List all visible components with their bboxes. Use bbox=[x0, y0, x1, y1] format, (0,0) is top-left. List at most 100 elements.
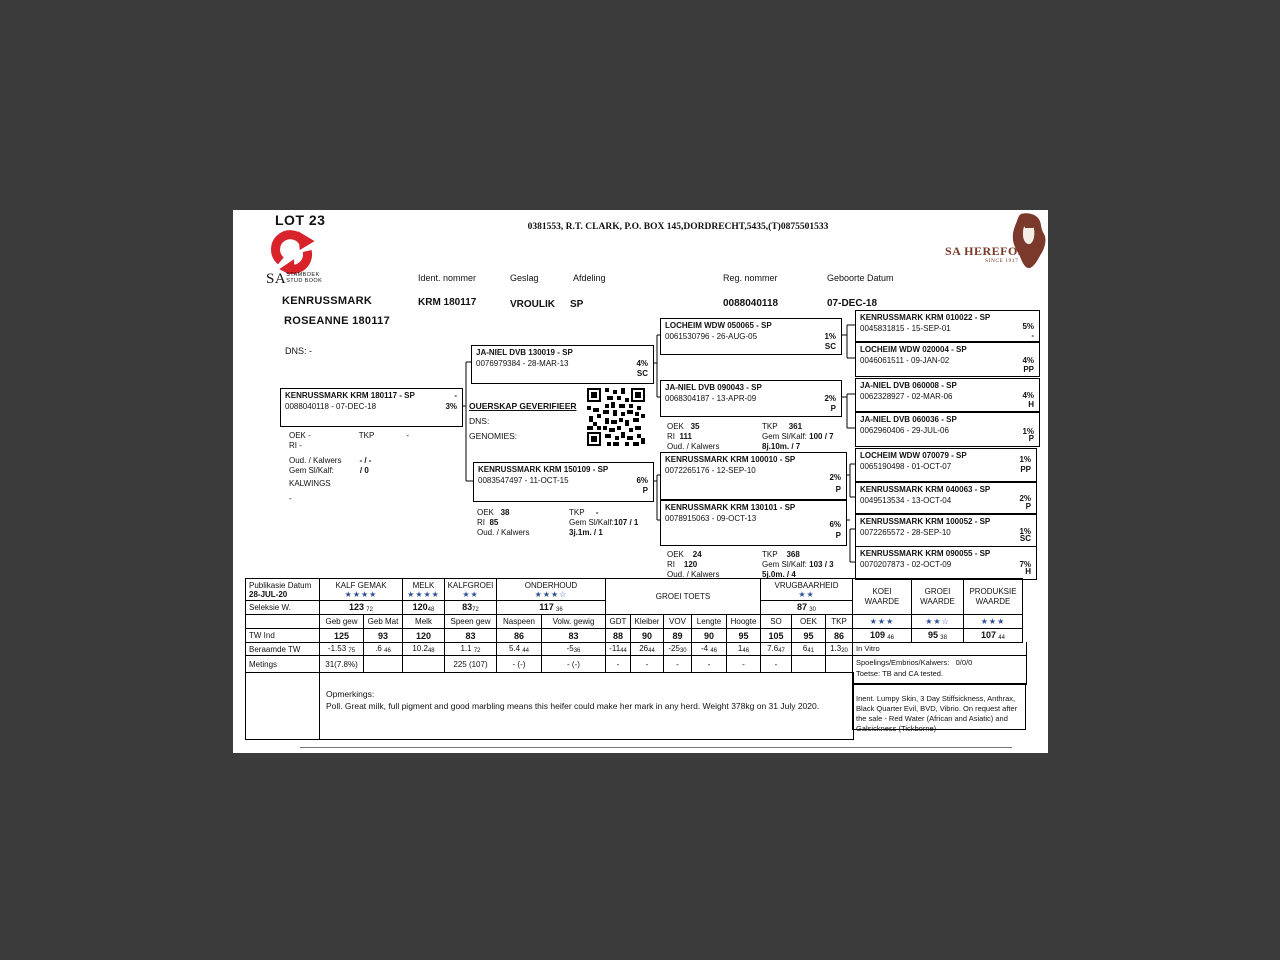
group-onderhoud: ONDERHOUD ★★★☆ bbox=[496, 578, 606, 601]
group-label: MELK bbox=[412, 580, 435, 590]
inbreeding-pct: 4% bbox=[1022, 356, 1034, 365]
tkp-label: TKP bbox=[569, 508, 585, 517]
tkp-value: 368 bbox=[786, 550, 800, 559]
horn-status: SC bbox=[1019, 534, 1031, 543]
spoelings-box: Spoelings/Embrios/Kalwers: 0/0/0 Toetse:… bbox=[852, 655, 1027, 685]
metings-label: Metings bbox=[245, 655, 320, 673]
animal-reg: 0061530796 - 26-AUG-05 bbox=[665, 332, 758, 341]
animal-reg: 0065190498 - 01-OCT-07 bbox=[860, 462, 952, 471]
footer-rule bbox=[300, 747, 1012, 748]
animal-name: JA-NIEL DVB 060008 - SP bbox=[860, 381, 957, 390]
beraamde-value: -4 46 bbox=[691, 642, 727, 656]
beraamde-value: 641 bbox=[791, 642, 826, 656]
pedigree-box-gen4-4: JA-NIEL DVB 060036 - SP 0062960406 - 29-… bbox=[855, 412, 1040, 447]
group-kalf-gemak: KALF GEMAK ★★★★ bbox=[319, 578, 403, 601]
afdeling-label: Afdeling bbox=[573, 273, 606, 283]
horn-status: P bbox=[1025, 502, 1031, 511]
animal-name: KENRUSSMARK KRM 100010 - SP bbox=[665, 455, 796, 464]
reg-nommer-label: Reg. nommer bbox=[723, 273, 778, 283]
col-header: Lengte bbox=[691, 614, 727, 629]
beraamde-value: -1.53 75 bbox=[319, 642, 364, 656]
twind-value: 93 bbox=[363, 628, 403, 643]
seleksie-value: 117 bbox=[539, 602, 554, 612]
geboorte-datum-label: Geboorte Datum bbox=[827, 273, 894, 283]
star-rating: ★★★☆ bbox=[534, 589, 568, 599]
koei-waarde-value: 109 46 bbox=[852, 628, 912, 643]
animal-name: LOCHEIM WDW 050065 - SP bbox=[665, 321, 772, 330]
tkp-label: TKP bbox=[762, 550, 778, 559]
inbreeding-pct: 4% bbox=[636, 359, 648, 368]
metings-value bbox=[363, 655, 403, 673]
seleksie-melk: 12048 bbox=[402, 600, 445, 615]
col-header: OEK bbox=[791, 614, 826, 629]
twind-value: 125 bbox=[319, 628, 364, 643]
spoelings-value: 0/0/0 bbox=[955, 658, 973, 667]
group-melk: MELK ★★★★ bbox=[402, 578, 445, 601]
inbreeding-pct: 4% bbox=[1022, 391, 1034, 400]
col-header: Kleiber bbox=[630, 614, 664, 629]
reg-nommer-value: 0088040118 bbox=[723, 298, 779, 309]
animal-reg: 0078915063 - 09-OCT-13 bbox=[665, 514, 757, 523]
group-label: VRUGBAARHEID bbox=[774, 580, 839, 590]
geslag-value: VROULIK bbox=[510, 299, 555, 310]
twind-value: 86 bbox=[496, 628, 542, 643]
oek-value: 38 bbox=[500, 508, 510, 517]
sa-logo-sa: SA bbox=[266, 271, 287, 287]
twind-label: TW Ind bbox=[245, 628, 320, 643]
oek-label: OEK - bbox=[289, 431, 311, 440]
inbreeding-pct: 1% bbox=[1022, 427, 1034, 436]
twind-value: 88 bbox=[605, 628, 631, 643]
horn-status: P bbox=[830, 404, 836, 413]
seleksie-vrugbaarheid: 87 30 bbox=[760, 600, 853, 615]
dns-line: DNS: - bbox=[285, 346, 312, 356]
col-header: Volw. gewig bbox=[541, 614, 606, 629]
hereford-africa-icon bbox=[1012, 213, 1046, 269]
metings-value: - bbox=[760, 655, 792, 673]
pedigree-connector-lines bbox=[460, 324, 855, 563]
oud-value: - / - bbox=[359, 456, 372, 465]
seleksie-value: 87 bbox=[797, 602, 808, 612]
inent-text: Inent. Lumpy Skin, 3 Day Stiffsickness, … bbox=[856, 694, 1018, 734]
pedigree-box-gen4-3: JA-NIEL DVB 060008 - SP 0062328927 - 02-… bbox=[855, 378, 1040, 412]
col-header: Melk bbox=[402, 614, 445, 629]
twind-value: 90 bbox=[691, 628, 727, 643]
inbreeding-pct: 6% bbox=[636, 476, 648, 485]
gem-value: / 0 bbox=[359, 466, 369, 475]
ri-value: 85 bbox=[489, 518, 499, 527]
animal-reg: 0046061511 - 09-JAN-02 bbox=[860, 356, 950, 365]
gem-label: Gem Sl/Kalf: bbox=[762, 432, 807, 441]
pedigree-box-sire: JA-NIEL DVB 130019 - SP 0076979384 - 28-… bbox=[471, 345, 654, 384]
sa-stamboek-logo-icon bbox=[269, 228, 319, 274]
remarks-divider bbox=[319, 673, 320, 739]
animal-name: JA-NIEL DVB 060036 - SP bbox=[860, 415, 957, 424]
horn-status: P bbox=[1028, 434, 1034, 443]
metings-value: - bbox=[630, 655, 664, 673]
seleksie-value: 83 bbox=[462, 602, 473, 612]
horn-status: SC bbox=[824, 342, 836, 351]
col-header: SO bbox=[760, 614, 792, 629]
star-rating: ★★★ bbox=[852, 614, 912, 629]
oek-label: OEK bbox=[667, 550, 684, 559]
seleksie-value: 123 bbox=[349, 602, 365, 612]
group-label: ONDERHOUD bbox=[524, 580, 578, 590]
animal-reg: 0072265572 - 28-SEP-10 bbox=[860, 528, 951, 537]
pedigree-box-gen4-5: LOCHEIM WDW 070079 - SP 0065190498 - 01-… bbox=[855, 448, 1037, 482]
ident-nommer-label: Ident. nommer bbox=[418, 273, 477, 283]
inbreeding-pct: 2% bbox=[824, 394, 836, 403]
animal-reg: 0049513534 - 13-OCT-04 bbox=[860, 496, 952, 505]
horn-status: PP bbox=[1023, 365, 1034, 374]
beraamde-value: 146 bbox=[726, 642, 761, 656]
col-header: TKP bbox=[825, 614, 853, 629]
animal-reg: 0068304187 - 13-APR-09 bbox=[665, 394, 757, 403]
horn-status: H bbox=[1028, 400, 1034, 409]
oud-label: Oud. / Kalwers bbox=[289, 456, 342, 465]
beraamde-label: Beraamde TW bbox=[245, 642, 320, 656]
koei-waarde-header: KOEI WAARDE bbox=[852, 578, 912, 615]
animal-reg: 0072265176 - 12-SEP-10 bbox=[665, 466, 756, 475]
tkp-value: 361 bbox=[788, 422, 803, 431]
kalwings-value: - bbox=[289, 494, 292, 503]
oud-label: Oud. / Kalwers bbox=[667, 570, 720, 579]
geboorte-datum-value: 07-DEC-18 bbox=[827, 298, 878, 309]
ri-label: RI - bbox=[289, 441, 302, 450]
sa-hereford-logo: SA HEREFORD SINCE 1917 bbox=[945, 212, 1046, 274]
